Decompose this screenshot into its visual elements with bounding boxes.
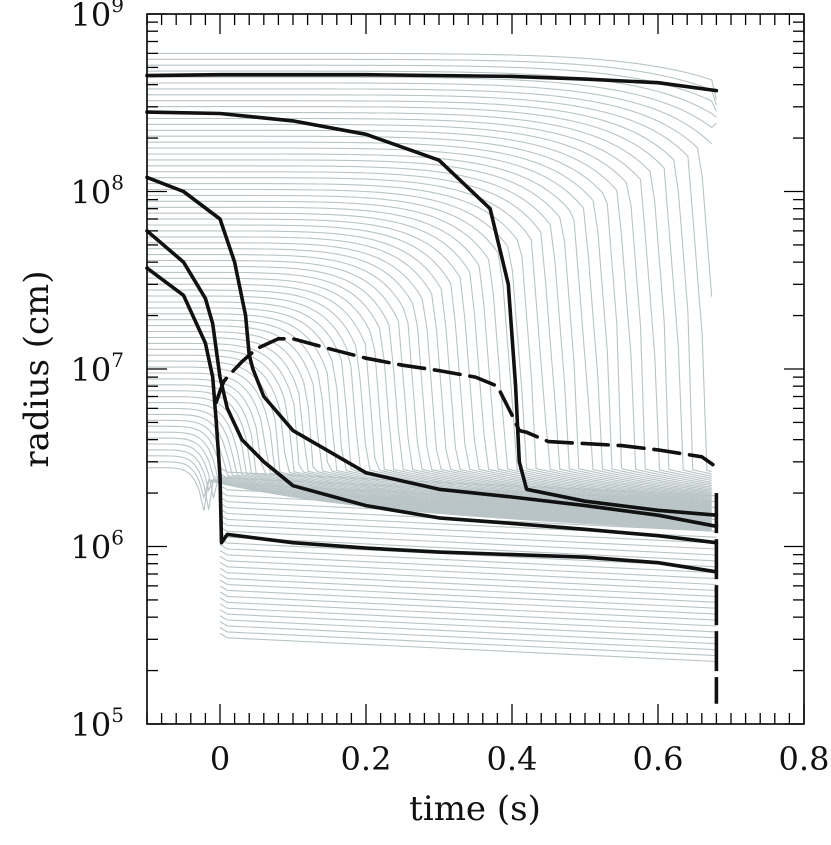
background-trace (147, 106, 712, 477)
background-trace (147, 265, 712, 509)
background-trace (147, 419, 712, 526)
background-trace (219, 632, 717, 663)
dashed-trace (214, 337, 719, 469)
background-trace (147, 384, 712, 522)
background-trace (147, 407, 712, 525)
highlight-series (145, 72, 719, 704)
x-tick-label: 0.8 (779, 740, 830, 778)
background-trace (147, 413, 712, 525)
axis-ticks (146, 13, 805, 725)
x-axis-title: time (s) (409, 789, 541, 829)
background-trace (147, 123, 712, 483)
background-trace (147, 283, 712, 511)
background-trace (147, 117, 712, 481)
background-trace (147, 467, 712, 532)
x-tick-labels: 0 0.2 0.4 0.6 0.8 (210, 740, 830, 778)
background-trace (219, 621, 717, 651)
background-trace (147, 76, 717, 129)
background-trace (147, 443, 712, 529)
background-trace (147, 177, 712, 496)
background-trace (147, 88, 713, 297)
background-trace (147, 58, 717, 106)
background-trace (147, 206, 712, 501)
background-trace (147, 431, 712, 528)
background-trace (147, 236, 712, 505)
background-trace (219, 609, 717, 639)
background-trace (219, 550, 717, 580)
background-trace (147, 147, 712, 490)
background-trace (147, 425, 712, 527)
background-trace (219, 603, 717, 633)
y-tick-labels: 105 106 107 108 109 (71, 0, 124, 744)
background-trace (147, 455, 712, 530)
background-trace (219, 573, 717, 603)
background-trace (147, 390, 712, 523)
x-tick-label: 0.4 (487, 740, 538, 778)
background-trace (147, 100, 712, 475)
background-trace (147, 449, 712, 530)
background-trace (219, 567, 717, 597)
background-trace (219, 597, 717, 627)
background-trace (147, 259, 712, 508)
background-trace (147, 212, 712, 502)
highlight-trace (145, 110, 719, 517)
background-trace (147, 402, 712, 524)
background-trace (147, 230, 712, 504)
x-tick-label: 0.6 (633, 740, 684, 778)
y-tick-label: 108 (71, 171, 124, 212)
background-trace (147, 194, 712, 499)
background-trace (147, 437, 712, 528)
x-tick-label: 0 (210, 740, 230, 778)
y-tick-label: 106 (71, 526, 124, 567)
background-trace (219, 555, 717, 586)
x-tick-label: 0.2 (341, 740, 392, 778)
y-tick-label: 107 (71, 348, 124, 389)
y-tick-label: 109 (71, 0, 124, 34)
background-trace (147, 271, 712, 509)
background-trace (147, 218, 712, 503)
highlight-trace (145, 72, 719, 93)
background-trace (219, 585, 717, 615)
background-trace (147, 248, 712, 507)
highlight-trace (145, 175, 719, 529)
background-trace (147, 94, 712, 473)
background-trace (147, 129, 712, 485)
background-trace (147, 141, 712, 488)
background-trace (147, 378, 712, 521)
background-trace (147, 171, 712, 495)
background-trace (147, 254, 712, 507)
background-trace (147, 188, 712, 498)
background-trace (147, 159, 712, 492)
background-trace (219, 561, 717, 592)
background-trace (147, 366, 712, 520)
background-trace (147, 461, 712, 531)
background-trace (219, 544, 717, 574)
background-trace (147, 183, 712, 497)
background-trace (147, 396, 712, 523)
background-trace (147, 224, 712, 503)
highlight-trace (145, 266, 719, 574)
highlight-trace (145, 229, 719, 545)
background-trace (147, 200, 712, 500)
background-trace (219, 579, 717, 609)
y-axis-title: radius (cm) (17, 270, 57, 467)
background-trace (147, 64, 717, 112)
y-tick-label: 105 (71, 703, 124, 744)
background-trace (147, 360, 712, 519)
background-trace (147, 277, 712, 510)
background-trace (147, 52, 717, 100)
background-trace (147, 70, 717, 118)
background-trace (147, 112, 712, 479)
background-trace (147, 242, 712, 506)
background-trace (219, 591, 717, 621)
background-trace (147, 372, 712, 521)
background-trace (219, 615, 717, 645)
background-trace (147, 82, 713, 145)
background-trace (219, 627, 717, 657)
background-trace (147, 135, 712, 487)
background-trace (147, 165, 712, 494)
